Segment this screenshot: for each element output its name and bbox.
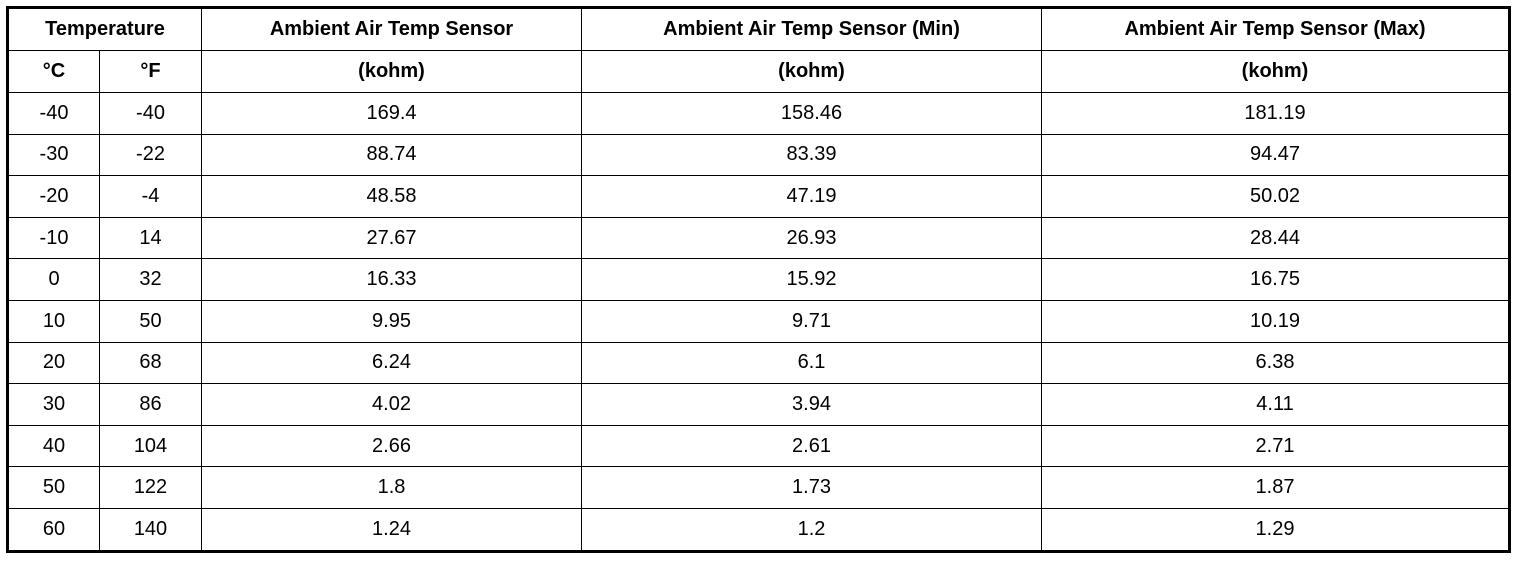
table-row: -30 -22 88.74 83.39 94.47 — [7, 133, 1511, 177]
table-cell: 32 — [98, 258, 203, 301]
table-cell: -4 — [98, 175, 203, 218]
header-cell: Ambient Air Temp Sensor — [201, 7, 583, 51]
table-cell: 1.24 — [201, 507, 583, 552]
table-cell: 6.1 — [581, 341, 1043, 385]
table-cell: 4.11 — [1041, 383, 1511, 426]
table-cell: 4.02 — [201, 383, 583, 426]
table-cell: 15.92 — [581, 258, 1043, 301]
table-cell: 104 — [98, 424, 203, 468]
table-cell: 50.02 — [1041, 175, 1511, 218]
header-row: °C °F (kohm) (kohm) (kohm) — [7, 50, 1511, 93]
table-container: Temperature Ambient Air Temp Sensor Ambi… — [6, 6, 1512, 553]
table-cell: 122 — [98, 466, 203, 509]
table-cell: 50 — [98, 299, 203, 343]
table-cell: -10 — [7, 216, 100, 260]
table-cell: 169.4 — [201, 92, 583, 135]
table-cell: 1.87 — [1041, 466, 1511, 509]
table-cell: 10.19 — [1041, 299, 1511, 343]
header-row: Temperature Ambient Air Temp Sensor Ambi… — [6, 7, 1511, 51]
header-cell: Temperature — [6, 7, 203, 51]
header-cell: °F — [98, 50, 203, 93]
table-row: 50 122 1.8 1.73 1.87 — [7, 466, 1511, 509]
table-cell: 16.75 — [1041, 258, 1511, 301]
table-cell: 10 — [7, 299, 100, 343]
table-cell: 48.58 — [201, 175, 583, 218]
table-cell: 50 — [7, 466, 100, 509]
table-cell: 9.71 — [581, 299, 1043, 343]
table-row: 20 68 6.24 6.1 6.38 — [7, 341, 1511, 385]
table-cell: 1.73 — [581, 466, 1043, 509]
table-cell: 140 — [98, 507, 203, 552]
table-row: 30 86 4.02 3.94 4.11 — [7, 383, 1511, 426]
table-cell: 0 — [7, 258, 100, 301]
table-cell: 6.38 — [1041, 341, 1511, 385]
table-cell: -40 — [7, 92, 100, 135]
table-cell: 9.95 — [201, 299, 583, 343]
table-row: -40 -40 169.4 158.46 181.19 — [7, 92, 1511, 135]
table-cell: 28.44 — [1041, 216, 1511, 260]
table-cell: 26.93 — [581, 216, 1043, 260]
table-cell: 40 — [7, 424, 100, 468]
table-cell: 30 — [7, 383, 100, 426]
table-cell: 68 — [98, 341, 203, 385]
table-row: 10 50 9.95 9.71 10.19 — [7, 299, 1511, 343]
table-cell: 86 — [98, 383, 203, 426]
header-cell: °C — [7, 50, 100, 93]
table-cell: -22 — [98, 133, 203, 177]
table-cell: 14 — [98, 216, 203, 260]
table-cell: 3.94 — [581, 383, 1043, 426]
table-cell: 20 — [7, 341, 100, 385]
table-cell: 47.19 — [581, 175, 1043, 218]
header-cell: (kohm) — [1041, 50, 1511, 93]
header-cell: (kohm) — [581, 50, 1043, 93]
table-cell: 6.24 — [201, 341, 583, 385]
table-cell: 181.19 — [1041, 92, 1511, 135]
table-cell: 158.46 — [581, 92, 1043, 135]
header-cell: (kohm) — [201, 50, 583, 93]
header-cell: Ambient Air Temp Sensor (Max) — [1041, 7, 1511, 51]
table-cell: -30 — [7, 133, 100, 177]
resistance-table: Temperature Ambient Air Temp Sensor Ambi… — [6, 6, 1512, 553]
table-cell: 1.8 — [201, 466, 583, 509]
table-row: 60 140 1.24 1.2 1.29 — [7, 507, 1511, 552]
table-cell: 1.2 — [581, 507, 1043, 552]
table-cell: -40 — [98, 92, 203, 135]
header-cell: Ambient Air Temp Sensor (Min) — [581, 7, 1043, 51]
table-row: -10 14 27.67 26.93 28.44 — [7, 216, 1511, 260]
table-cell: 27.67 — [201, 216, 583, 260]
table-cell: 2.71 — [1041, 424, 1511, 468]
table-cell: 2.61 — [581, 424, 1043, 468]
table-cell: 94.47 — [1041, 133, 1511, 177]
table-cell: 88.74 — [201, 133, 583, 177]
table-cell: 16.33 — [201, 258, 583, 301]
table-row: 40 104 2.66 2.61 2.71 — [7, 424, 1511, 468]
table-cell: -20 — [7, 175, 100, 218]
table-cell: 2.66 — [201, 424, 583, 468]
table-cell: 60 — [7, 507, 100, 552]
table-row: 0 32 16.33 15.92 16.75 — [7, 258, 1511, 301]
table-body: -40 -40 169.4 158.46 181.19 -30 -22 88.74 83.39 9… — [7, 92, 1511, 552]
table-row: -20 -4 48.58 47.19 50.02 — [7, 175, 1511, 218]
table-cell: 1.29 — [1041, 507, 1511, 552]
table-cell: 83.39 — [581, 133, 1043, 177]
